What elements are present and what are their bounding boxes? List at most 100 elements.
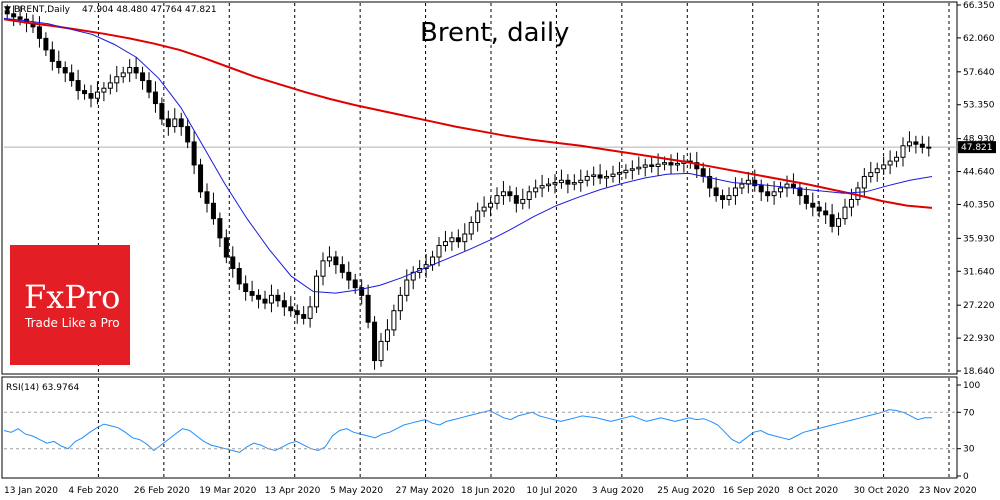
date-tick-label: 16 Sep 2020 xyxy=(723,486,780,496)
candle-body xyxy=(539,185,545,189)
candle-body xyxy=(604,175,610,179)
candle-body xyxy=(797,187,803,197)
candle-body xyxy=(230,256,236,270)
candle-body xyxy=(217,218,223,239)
candle-body xyxy=(49,49,55,62)
candle-body xyxy=(359,287,365,296)
candle-body xyxy=(732,187,738,197)
candle-body xyxy=(365,294,371,323)
candle-body xyxy=(262,298,268,304)
candle-body xyxy=(823,210,829,216)
date-tick-label: 25 Aug 2020 xyxy=(657,486,715,496)
candle-body xyxy=(346,271,352,281)
collapse-triangle-icon[interactable]: ▼ xyxy=(4,5,11,15)
candle-body xyxy=(836,218,842,227)
candle-body xyxy=(894,156,900,162)
candle-body xyxy=(133,67,139,74)
candle-body xyxy=(906,141,912,147)
candle-body xyxy=(861,175,867,189)
date-tick-label: 5 May 2020 xyxy=(330,486,383,496)
date-tick-label: 4 Feb 2020 xyxy=(68,486,119,496)
candle-body xyxy=(82,90,88,95)
chart-title: Brent, daily xyxy=(420,18,569,48)
candle-body xyxy=(236,268,242,285)
candle-body xyxy=(533,187,539,193)
candle-body xyxy=(391,310,397,331)
candle-body xyxy=(848,198,854,208)
date-tick-label: 19 Mar 2020 xyxy=(199,486,256,496)
candle-body xyxy=(887,160,893,166)
candle-body xyxy=(88,93,94,99)
candle-body xyxy=(339,264,345,273)
price-tick-label: 66.350 xyxy=(963,1,995,11)
candle-body xyxy=(881,164,887,170)
candle-body xyxy=(301,314,307,319)
price-tick-label: 57.640 xyxy=(963,68,995,78)
candle-body xyxy=(288,306,294,312)
candle-body xyxy=(488,202,494,208)
candle-body xyxy=(855,187,861,200)
price-tick-label: 40.350 xyxy=(963,200,995,210)
candle-body xyxy=(816,206,822,212)
date-tick-label: 13 Apr 2020 xyxy=(265,486,321,496)
candle-body xyxy=(75,80,81,92)
rsi-axis-labels: 100 70 30 0 xyxy=(4,381,980,482)
candle-body xyxy=(294,310,300,316)
candle-body xyxy=(552,182,558,185)
candle-body xyxy=(4,10,10,15)
candle-body xyxy=(707,175,713,189)
candle-body xyxy=(713,187,719,197)
candle-body xyxy=(662,162,668,165)
price-axis-labels: 66.350 62.060 57.640 53.350 48.930 44.640 40.3… xyxy=(957,1,995,377)
candle-body xyxy=(249,291,255,296)
candle-body xyxy=(243,283,249,293)
candle-body xyxy=(803,195,809,204)
price-tick-label: 18.640 xyxy=(963,367,995,377)
candle-body xyxy=(765,191,771,197)
candle-body xyxy=(810,202,816,208)
candle-body xyxy=(926,146,932,149)
candle-body xyxy=(900,145,906,158)
price-tick-label: 27.220 xyxy=(963,301,995,311)
candle-body xyxy=(275,294,281,302)
candle-body xyxy=(842,206,848,220)
price-tick-label: 48.930 xyxy=(963,135,995,145)
candle-body xyxy=(610,173,616,177)
candle-body xyxy=(107,82,113,89)
symbol-label: BRENT,Daily xyxy=(14,5,71,15)
vertical-gridlines xyxy=(97,3,950,477)
candle-body xyxy=(384,329,390,342)
candle-body xyxy=(784,183,790,189)
candle-body xyxy=(11,13,17,18)
candle-body xyxy=(320,260,326,277)
candle-body xyxy=(475,210,481,223)
candle-body xyxy=(442,241,448,246)
candle-body xyxy=(655,163,661,167)
price-tick-label: 31.640 xyxy=(963,267,995,277)
candle-body xyxy=(223,237,229,258)
price-tick-label: 44.640 xyxy=(963,168,995,178)
candle-body xyxy=(507,191,513,197)
last-price-tag: 47.821 xyxy=(958,141,996,154)
rsi-label: RSI(14) 63.9764 xyxy=(6,383,79,393)
candle-body xyxy=(185,126,191,143)
candle-body xyxy=(668,162,674,166)
candle-body xyxy=(101,87,107,93)
candle-body xyxy=(268,294,274,304)
candle-body xyxy=(307,306,313,319)
candle-body xyxy=(578,179,584,184)
fxpro-logo: FxPro Trade Like a Pro xyxy=(10,245,130,365)
candle-body xyxy=(165,118,171,128)
last-price-value: 47.821 xyxy=(961,143,993,153)
rsi-tick-label: 30 xyxy=(963,445,975,455)
price-tick-label: 35.930 xyxy=(963,234,995,244)
candle-body xyxy=(565,179,571,185)
rsi-tick-label: 0 xyxy=(963,472,969,482)
candle-body xyxy=(326,256,332,262)
candle-body xyxy=(584,175,590,181)
candle-body xyxy=(436,244,442,258)
candle-body xyxy=(629,168,635,171)
candle-body xyxy=(571,182,577,185)
date-tick-label: 13 Jan 2020 xyxy=(4,486,58,496)
candle-body xyxy=(494,195,500,204)
